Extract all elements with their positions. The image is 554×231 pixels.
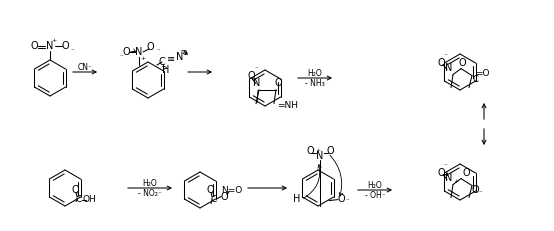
Text: O: O — [337, 194, 345, 204]
Text: N: N — [445, 173, 453, 182]
Text: O: O — [437, 167, 445, 178]
Text: N: N — [316, 151, 324, 161]
Text: O: O — [274, 78, 282, 88]
Text: C: C — [158, 57, 166, 67]
Text: N: N — [176, 52, 184, 62]
Text: O: O — [61, 41, 69, 51]
Text: C: C — [76, 195, 82, 204]
Text: +: + — [315, 148, 321, 152]
Text: CN⁻: CN⁻ — [78, 63, 93, 72]
Text: ⁻: ⁻ — [70, 48, 74, 54]
Text: N=O: N=O — [222, 186, 243, 195]
Text: OH: OH — [82, 195, 96, 204]
Text: C: C — [472, 75, 478, 84]
Text: H₂O: H₂O — [307, 69, 322, 77]
Text: O: O — [462, 167, 470, 178]
Text: O: O — [437, 58, 445, 68]
Text: ⁻: ⁻ — [478, 191, 482, 197]
Text: O: O — [30, 41, 38, 51]
Text: ≡: ≡ — [167, 54, 175, 64]
Text: +: + — [52, 37, 57, 43]
Text: ⁻: ⁻ — [156, 48, 160, 54]
Text: O: O — [458, 58, 466, 68]
Text: N: N — [445, 63, 453, 73]
Text: O: O — [247, 71, 255, 81]
Text: ⁻: ⁻ — [443, 54, 447, 60]
Text: N: N — [47, 41, 54, 51]
Text: =NH: =NH — [278, 101, 299, 110]
Text: - NO₂⁻: - NO₂⁻ — [138, 189, 162, 198]
Text: N: N — [135, 47, 143, 57]
Text: ▲: ▲ — [184, 51, 188, 55]
Text: O: O — [71, 185, 79, 195]
Text: - NH₃: - NH₃ — [305, 79, 325, 88]
Text: +: + — [140, 57, 146, 61]
Text: O: O — [146, 42, 154, 52]
Text: ⁻: ⁻ — [254, 67, 258, 73]
Text: O: O — [471, 185, 479, 195]
Text: ⁻: ⁻ — [443, 164, 447, 170]
Text: H₂O: H₂O — [368, 180, 382, 189]
Text: H: H — [162, 65, 170, 75]
Text: O: O — [326, 146, 334, 156]
Text: O: O — [206, 185, 214, 195]
Text: O: O — [122, 47, 130, 57]
Text: - OH⁻: - OH⁻ — [365, 191, 386, 201]
Text: ⁻: ⁻ — [345, 199, 349, 205]
Text: O: O — [306, 146, 314, 156]
Text: N: N — [253, 78, 261, 88]
Text: ⁻: ⁻ — [119, 54, 123, 60]
Text: H₂O: H₂O — [142, 179, 157, 188]
Text: C: C — [211, 195, 217, 204]
Text: O: O — [220, 191, 228, 202]
Text: =O: =O — [475, 69, 489, 78]
Text: H: H — [293, 194, 301, 204]
Text: +: + — [453, 179, 459, 184]
